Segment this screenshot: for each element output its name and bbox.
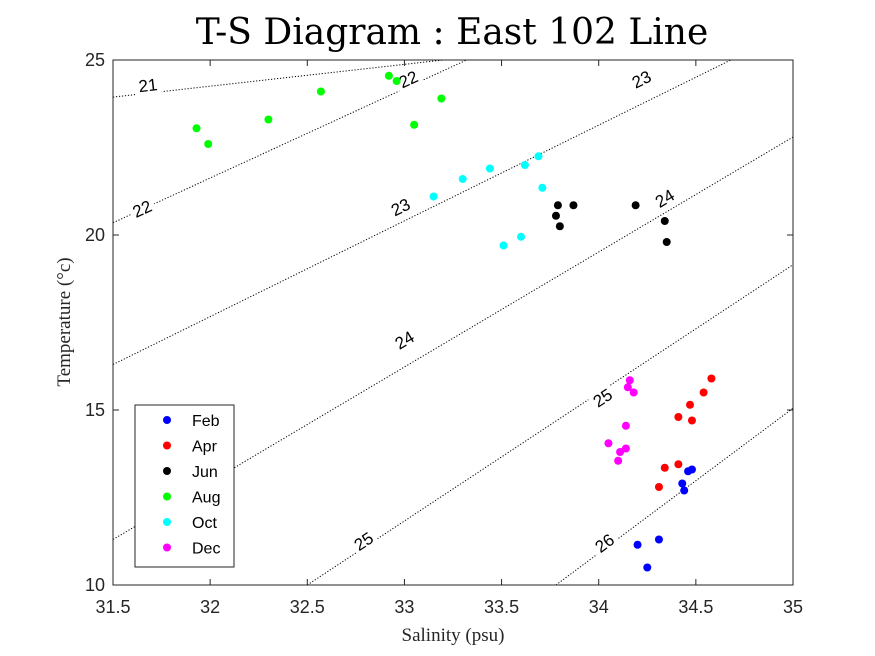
y-tick-label: 25 [85,50,105,70]
contour-label-bg [347,525,380,557]
data-point-dec [614,456,623,465]
contour-label-bg [588,527,621,559]
x-tick-label: 34 [589,597,609,617]
x-tick-label: 32 [200,597,220,617]
x-tick-label: 33 [394,597,414,617]
contour-label-bg [392,64,425,94]
legend-label-feb: Feb [192,413,220,430]
legend-marker-jun [163,467,171,475]
contour-line-21 [112,59,444,98]
axes-box [112,59,794,586]
data-point-apr [699,388,708,397]
data-point-feb [687,465,696,474]
legend-label-jun: Jun [192,464,218,481]
data-point-feb [654,535,663,544]
data-point-dec [625,376,634,385]
data-point-apr [660,463,669,472]
data-point-aug [384,71,393,80]
x-tick-label: 31.5 [95,597,130,617]
contour-label-bg [388,324,421,356]
contour-label-bg [586,382,619,414]
data-point-aug [204,140,213,148]
axis-ticks: 31.5 32 32.5 33 33.5 34 34.5 35 10 15 20 25 [85,50,803,617]
legend-label-dec: Dec [192,541,220,558]
data-point-aug [437,94,446,103]
legend: Feb Apr Jun Aug Oct Dec [134,404,235,568]
data-point-dec [616,448,625,456]
contour-label-bg [133,73,163,97]
data-point-oct [520,161,529,169]
data-point-jun [569,201,578,210]
contour-label-bg [625,64,658,94]
data-point-feb [633,540,642,549]
legend-marker-feb [163,416,171,424]
data-point-feb [678,479,687,488]
x-axis-label: Salinity (psu) [402,625,505,646]
data-point-oct [499,241,508,250]
data-point-jun [551,211,560,220]
data-point-oct [538,183,547,192]
legend-label-oct: Oct [192,515,217,532]
data-point-apr [686,400,695,409]
x-tick-label: 32.5 [290,597,325,617]
data-point-aug [192,124,201,133]
data-point-dec [621,421,630,430]
legend-box [134,404,235,568]
legend-marker-oct [163,518,171,526]
data-point-oct [458,175,467,183]
data-point-aug [316,87,325,96]
data-point-dec [623,383,632,392]
x-tick-label: 34.5 [678,597,713,617]
contour-label-bg [648,183,682,214]
data-point-apr [687,416,696,425]
data-point-apr [674,413,683,421]
data-point-dec [604,439,613,448]
y-tick-label: 20 [85,225,105,245]
chart-title: T-S Diagram : East 102 Line [196,12,709,53]
legend-marker-dec [163,543,171,552]
contour-label-bg [384,192,417,222]
contour-label-21: 21 [138,75,159,96]
data-point-feb [680,486,689,495]
data-point-apr [654,483,663,491]
x-tick-label: 35 [783,597,803,617]
data-point-oct [534,152,543,161]
data-point-aug [392,77,401,85]
data-points [192,71,716,572]
data-point-apr [674,460,683,469]
data-point-jun [662,238,671,246]
contour-line-25 [307,264,794,586]
legend-label-aug: Aug [192,490,220,507]
x-tick-label: 33.5 [484,597,519,617]
legend-label-apr: Apr [192,439,218,456]
data-point-jun [555,222,564,231]
contour-label-bg [126,194,159,224]
legend-marker-apr [163,441,171,450]
data-point-dec [629,388,638,397]
data-point-oct [485,164,494,173]
contour-line-26 [555,407,794,586]
y-tick-label: 15 [85,400,105,420]
data-point-aug [264,115,273,124]
data-point-jun [553,201,562,210]
data-point-apr [707,374,716,383]
y-tick-label: 10 [85,575,105,595]
data-point-feb [643,563,652,572]
data-point-jun [660,217,669,225]
y-axis-label: Temperature (°c) [54,257,75,386]
data-point-jun [631,201,640,210]
data-point-dec [621,444,630,453]
contour-line-23 [112,59,732,365]
data-point-oct [517,232,525,241]
data-point-aug [410,120,419,129]
data-point-oct [429,192,438,201]
legend-marker-aug [163,492,171,501]
